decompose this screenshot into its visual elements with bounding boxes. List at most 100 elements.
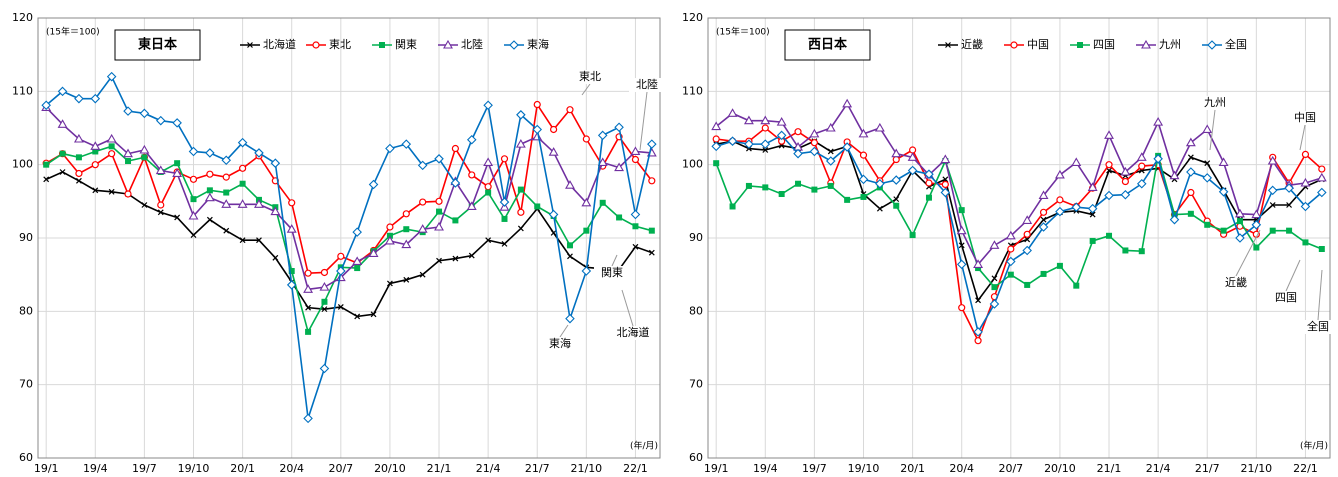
marker xyxy=(303,284,314,293)
marker xyxy=(711,121,722,131)
x-tick-label: 19/7 xyxy=(132,462,157,475)
marker xyxy=(548,209,559,220)
annotation: 全国 xyxy=(1307,319,1329,333)
marker xyxy=(631,155,640,164)
marker xyxy=(204,192,215,202)
marker xyxy=(90,141,101,150)
marker xyxy=(237,137,248,148)
y-tick-label: 100 xyxy=(682,158,703,171)
marker xyxy=(1089,211,1096,218)
marker xyxy=(1235,233,1245,243)
legend-label: 中国 xyxy=(1027,38,1049,51)
marker xyxy=(762,147,769,153)
marker xyxy=(1024,281,1031,288)
marker xyxy=(842,98,853,108)
annotation-bg xyxy=(1287,111,1323,125)
marker xyxy=(286,280,297,290)
marker xyxy=(485,189,492,196)
series xyxy=(711,130,1327,337)
marker xyxy=(319,282,330,291)
marker xyxy=(485,237,492,244)
marker xyxy=(616,214,623,221)
marker xyxy=(1251,209,1262,219)
marker xyxy=(989,240,1000,249)
marker xyxy=(909,232,916,239)
marker xyxy=(139,108,150,119)
marker xyxy=(909,146,917,154)
marker xyxy=(762,184,769,191)
marker xyxy=(975,265,982,272)
marker xyxy=(239,164,247,172)
line xyxy=(45,171,653,318)
leader-line xyxy=(1317,269,1323,321)
legend-marker xyxy=(379,42,385,48)
marker xyxy=(288,199,296,207)
marker xyxy=(907,152,918,161)
annotation: 関東 xyxy=(601,266,623,279)
marker xyxy=(254,199,264,208)
marker xyxy=(1038,190,1049,200)
series xyxy=(43,169,655,320)
marker xyxy=(1169,214,1180,225)
y-tick-label: 120 xyxy=(682,11,703,24)
marker xyxy=(501,240,508,247)
marker xyxy=(106,71,117,82)
marker xyxy=(222,173,230,181)
marker xyxy=(223,227,230,234)
marker xyxy=(1071,202,1082,212)
marker xyxy=(550,125,558,134)
marker xyxy=(91,161,99,169)
marker xyxy=(1218,157,1229,167)
marker xyxy=(581,197,592,207)
marker xyxy=(1040,270,1047,277)
marker xyxy=(1040,216,1047,223)
marker xyxy=(1286,227,1293,234)
line xyxy=(715,155,1323,289)
marker xyxy=(75,177,82,184)
marker xyxy=(827,182,834,189)
marker xyxy=(599,199,606,206)
marker xyxy=(1073,282,1080,289)
marker xyxy=(581,266,592,276)
marker xyxy=(517,186,524,193)
marker xyxy=(92,187,99,194)
marker xyxy=(1204,221,1211,228)
annotation: 東北 xyxy=(579,70,601,83)
leader-line xyxy=(611,254,618,267)
marker xyxy=(385,143,395,154)
marker xyxy=(354,265,361,272)
marker xyxy=(1006,256,1016,267)
marker xyxy=(1120,166,1131,176)
annotation-bg xyxy=(1300,320,1336,334)
marker xyxy=(436,208,443,215)
legend-label: 四国 xyxy=(1093,38,1115,51)
marker xyxy=(123,106,133,116)
marker xyxy=(1269,227,1276,234)
marker xyxy=(842,142,852,152)
marker xyxy=(123,148,133,158)
title-box xyxy=(114,29,201,61)
marker xyxy=(417,224,428,233)
marker xyxy=(1267,155,1278,165)
x-tick-label: 19/4 xyxy=(83,462,108,475)
note: (15年＝100) xyxy=(46,26,100,38)
annotation: 北海道 xyxy=(617,325,650,339)
marker xyxy=(516,110,526,120)
x-tick-label: 20/1 xyxy=(230,462,255,475)
marker xyxy=(336,266,346,276)
legend-label: 近畿 xyxy=(961,37,983,51)
marker xyxy=(106,133,117,143)
marker xyxy=(825,156,836,166)
marker xyxy=(875,178,885,189)
marker xyxy=(188,210,199,220)
annotation: 北陸 xyxy=(636,78,658,91)
marker xyxy=(630,209,641,220)
marker xyxy=(727,108,738,117)
legend-marker xyxy=(247,42,253,48)
title-box xyxy=(784,29,871,61)
plot-frame xyxy=(37,17,661,459)
note: (15年＝100) xyxy=(716,26,770,38)
marker xyxy=(239,180,246,187)
marker xyxy=(942,176,949,183)
marker xyxy=(43,176,50,183)
